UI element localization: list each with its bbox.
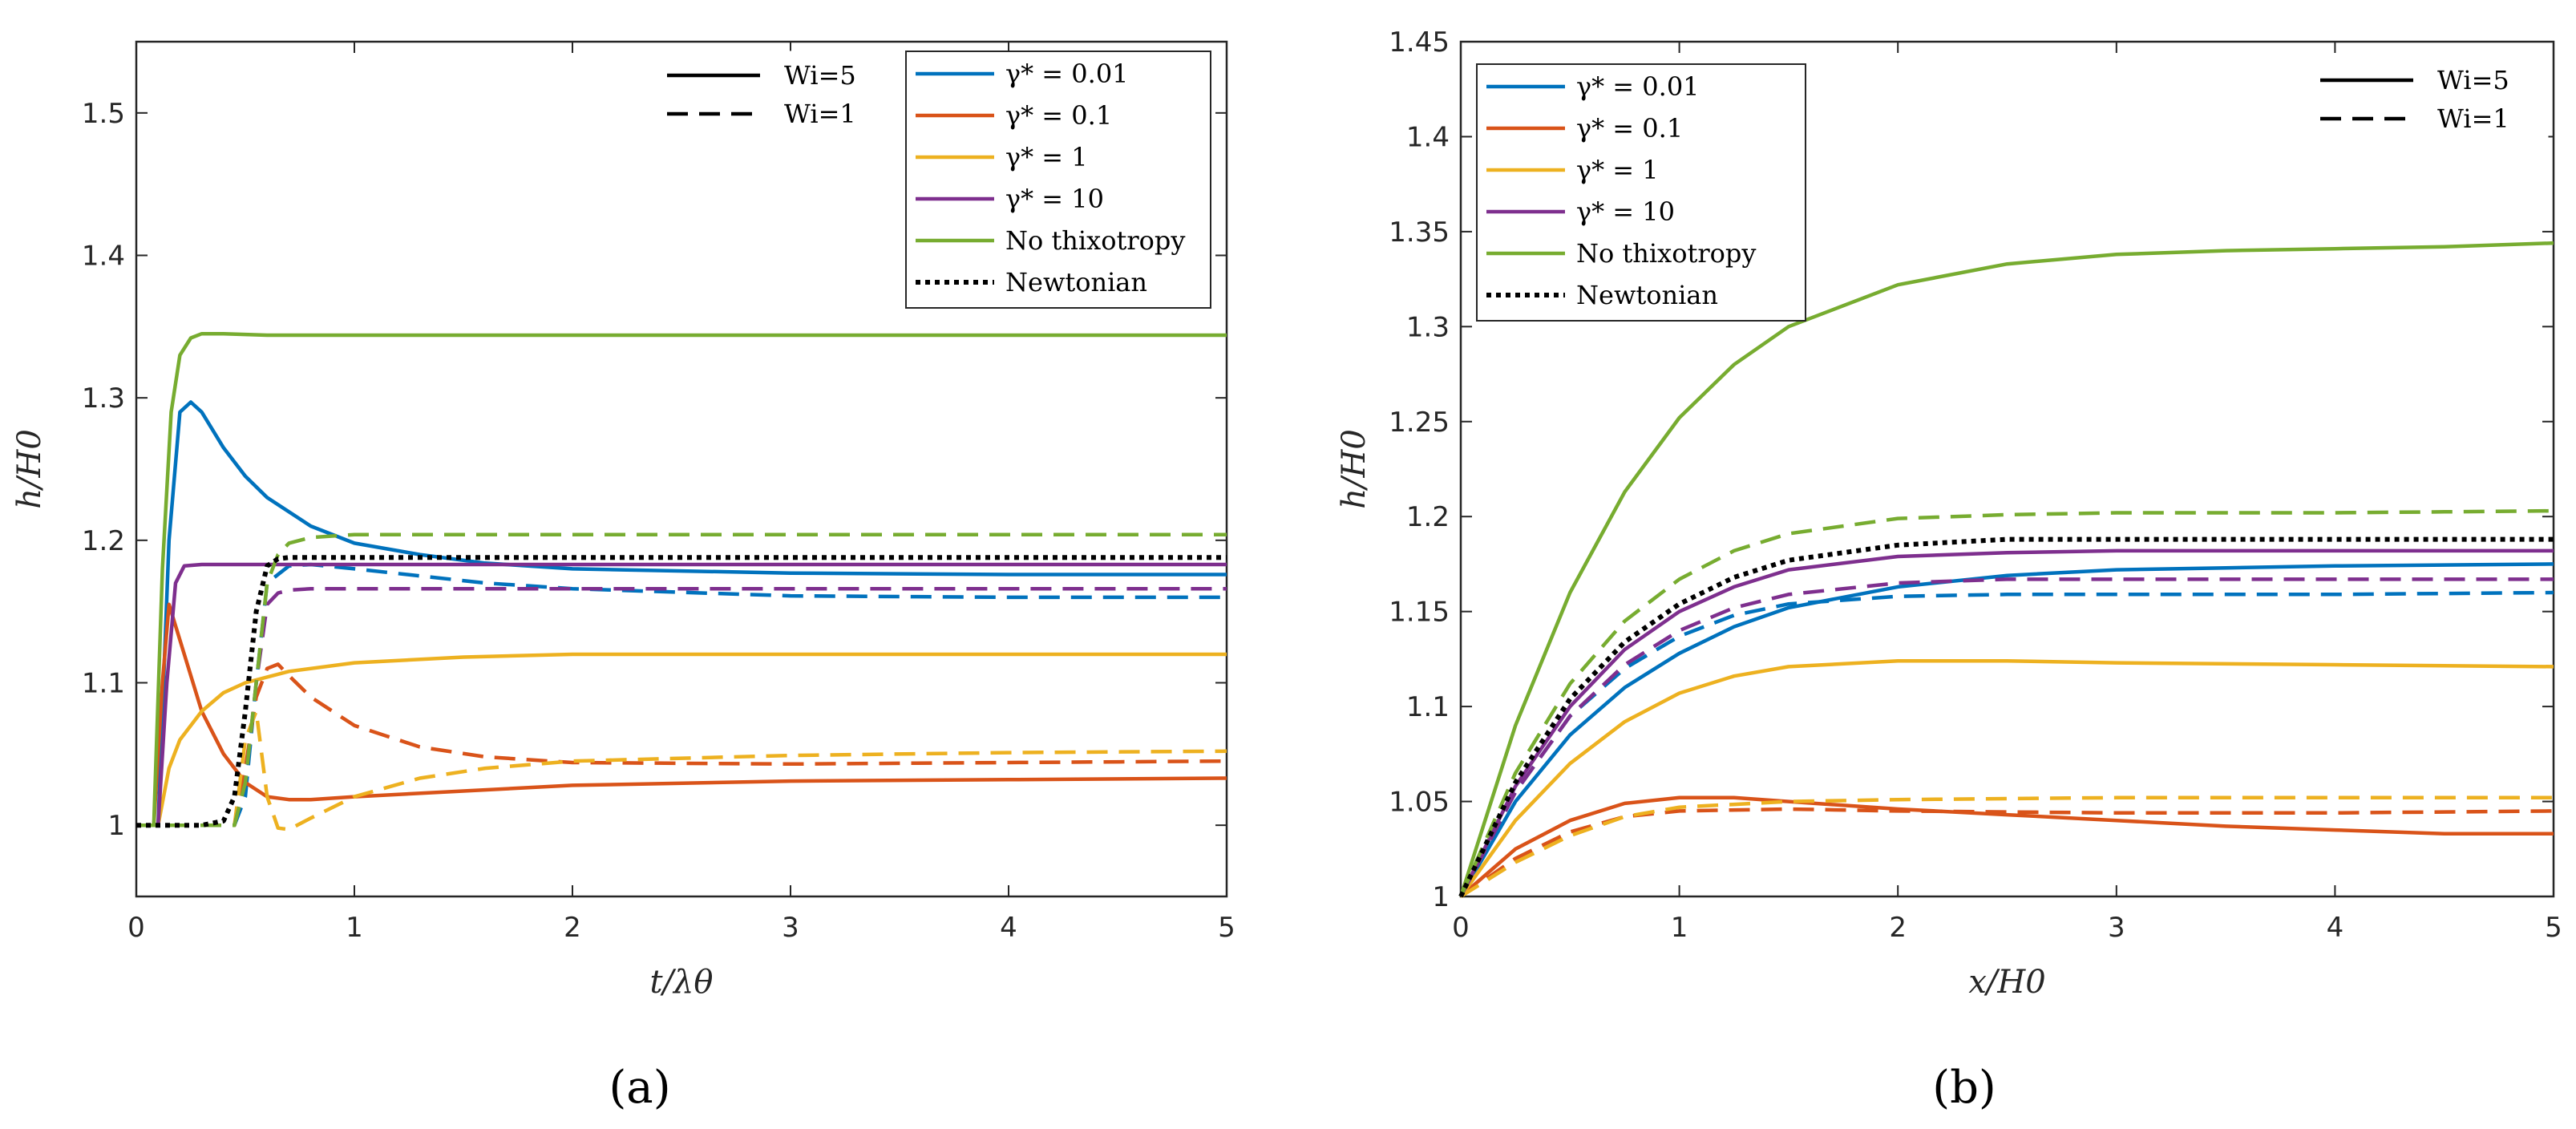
legend-label: γ* = 0.1 (1005, 100, 1112, 131)
legend-label: γ* = 1 (1005, 142, 1088, 172)
series-line (1459, 659, 2554, 898)
legend-label: γ* = 10 (1005, 184, 1104, 214)
x-tick-label: 1 (346, 912, 363, 944)
y-tick-label: 1.3 (82, 382, 125, 415)
style-legend: Wi=5 Wi=1 (655, 51, 897, 140)
legend-box (655, 51, 897, 140)
x-tick-label: 5 (1218, 912, 1235, 944)
x-tick-label: 3 (2108, 912, 2125, 944)
x-axis-label: t/λθ (650, 964, 714, 1001)
legend-label: Newtonian (1576, 280, 1718, 310)
legend-label: No thixotropy (1576, 238, 1756, 269)
series-line (1458, 241, 2554, 897)
y-tick-label: 1.1 (82, 668, 125, 700)
y-tick-label: 1.1 (1406, 691, 1450, 723)
x-axis: 0 1 2 3 4 5 (127, 42, 1235, 944)
x-axis: 0 1 2 3 4 5 (1452, 42, 2562, 944)
legend-label: γ* = 1 (1576, 155, 1659, 185)
panel-a: 0 1 2 3 4 5 1 1.1 1.2 1.3 1.4 1.5 t/λθ h/H0 Wi=5 Wi=1 γ*… (11, 40, 1235, 1114)
y-tick-label: 1.45 (1389, 26, 1450, 59)
y-tick-label: 1.4 (1406, 121, 1450, 153)
style-legend: Wi=5 Wi=1 (2308, 55, 2549, 144)
series-line (1458, 508, 2554, 897)
series-line (1458, 548, 2554, 898)
x-tick-label: 0 (127, 912, 145, 944)
x-tick-label: 1 (1671, 912, 1688, 944)
legend-box (1476, 63, 1806, 322)
series-group (136, 331, 1227, 832)
panel-caption: (b) (1932, 1062, 1996, 1114)
legend-label: Wi=1 (784, 99, 856, 129)
y-tick-label: 1.35 (1389, 216, 1450, 249)
legend-label: Wi=5 (784, 60, 856, 91)
series-group (1458, 241, 2554, 898)
y-tick-label: 1.3 (1406, 311, 1450, 343)
series-line (136, 532, 1227, 828)
x-tick-label: 4 (1000, 912, 1017, 944)
legend-label: γ* = 10 (1576, 196, 1675, 227)
y-tick-label: 1.2 (1406, 501, 1450, 533)
x-tick-label: 0 (1452, 912, 1470, 944)
series-line (1459, 577, 2554, 898)
y-tick-label: 1.15 (1389, 597, 1450, 629)
color-legend: γ* = 0.01 γ* = 0.1 γ* = 1 γ* = 10 No thixotr… (905, 51, 1211, 309)
series-line (1459, 795, 2554, 898)
series-line (1459, 807, 2554, 898)
series-line (136, 400, 1227, 828)
y-axis-label: h/H0 (11, 429, 48, 509)
x-tick-label: 3 (782, 912, 799, 944)
x-tick-label: 2 (1889, 912, 1907, 944)
legend-box (2308, 55, 2549, 144)
series-line (1459, 562, 2554, 898)
y-axis: 1 1.05 1.1 1.15 1.2 1.25 1.3 1.35 1.4 1.45 (1389, 26, 2554, 913)
x-axis-label: x/H0 (1968, 964, 2045, 1001)
y-tick-label: 1 (1432, 881, 1450, 913)
legend-label: Newtonian (1005, 267, 1147, 297)
series-line (136, 652, 1227, 828)
x-tick-label: 4 (2327, 912, 2344, 944)
y-tick-label: 1.05 (1389, 787, 1450, 819)
series-line (136, 562, 1227, 828)
legend-label: γ* = 0.01 (1576, 71, 1700, 102)
x-tick-label: 5 (2545, 912, 2562, 944)
legend-label: γ* = 0.1 (1576, 113, 1683, 144)
y-tick-label: 1.4 (82, 241, 125, 273)
panel-caption: (a) (609, 1062, 670, 1114)
legend-label: No thixotropy (1005, 225, 1185, 256)
y-tick-label: 1.2 (82, 525, 125, 557)
legend-label: Wi=1 (2437, 103, 2509, 134)
y-tick-label: 1 (107, 810, 125, 842)
color-legend: γ* = 0.01 γ* = 0.1 γ* = 1 γ* = 10 No thixotr… (1476, 63, 1806, 322)
y-axis-label: h/H0 (1336, 429, 1373, 509)
series-line (136, 331, 1227, 828)
panel-b: 0 1 2 3 4 511.051.11.151.21.251.31.351.41.45x… (1336, 26, 2562, 1114)
y-tick-label: 1.5 (82, 98, 125, 130)
legend-label: γ* = 0.01 (1005, 59, 1129, 89)
legend-label: Wi=5 (2437, 65, 2509, 95)
series-line (136, 709, 1227, 832)
legend-box (905, 51, 1211, 309)
y-tick-label: 1.25 (1389, 407, 1450, 439)
y-axis: 1 1.1 1.2 1.3 1.4 1.5 (82, 98, 1227, 842)
x-tick-label: 2 (564, 912, 581, 944)
series-line (1459, 795, 2554, 898)
